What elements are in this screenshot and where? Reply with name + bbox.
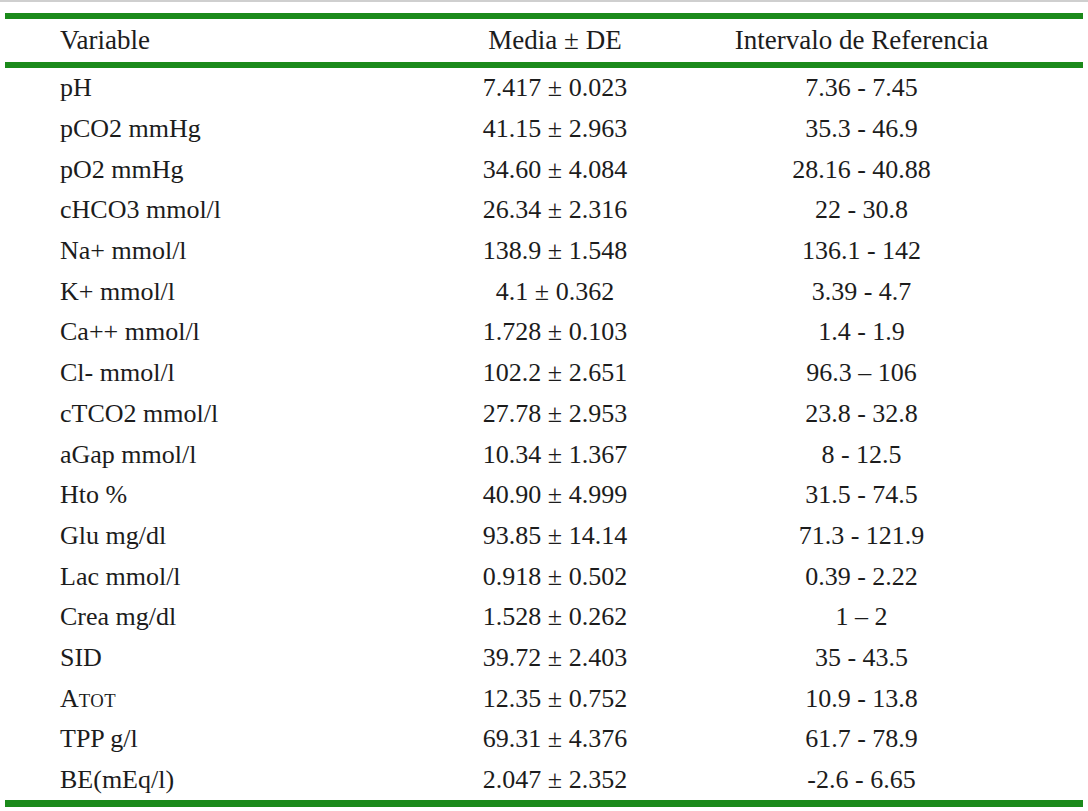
cell-variable: Na+ mmol/l bbox=[5, 236, 440, 266]
cell-variable: Cl- mmol/l bbox=[5, 358, 440, 388]
cell-intervalo-referencia: 1 – 2 bbox=[670, 602, 1083, 632]
cell-variable: Lac mmol/l bbox=[5, 562, 440, 592]
table-body: pH7.417 ± 0.0237.36 - 7.45pCO2 mmHg41.15… bbox=[5, 68, 1083, 800]
table-row: Glu mg/dl93.85 ± 14.1471.3 - 121.9 bbox=[5, 516, 1083, 557]
cell-media-de: 12.35 ± 0.752 bbox=[440, 684, 670, 714]
cell-intervalo-referencia: 35.3 - 46.9 bbox=[670, 114, 1083, 144]
cell-intervalo-referencia: 35 - 43.5 bbox=[670, 643, 1083, 673]
table-row: ATOT12.35 ± 0.75210.9 - 13.8 bbox=[5, 678, 1083, 719]
table-row: Ca++ mmol/l1.728 ± 0.1031.4 - 1.9 bbox=[5, 312, 1083, 353]
table-row: SID39.72 ± 2.40335 - 43.5 bbox=[5, 638, 1083, 679]
cell-variable: BE(mEq/l) bbox=[5, 765, 440, 795]
table-row: K+ mmol/l4.1 ± 0.3623.39 - 4.7 bbox=[5, 271, 1083, 312]
cell-variable: cHCO3 mmol/l bbox=[5, 195, 440, 225]
cell-intervalo-referencia: -2.6 - 6.65 bbox=[670, 765, 1083, 795]
cell-intervalo-referencia: 1.4 - 1.9 bbox=[670, 317, 1083, 347]
cell-intervalo-referencia: 22 - 30.8 bbox=[670, 195, 1083, 225]
table-row: Cl- mmol/l102.2 ± 2.65196.3 – 106 bbox=[5, 353, 1083, 394]
cell-intervalo-referencia: 31.5 - 74.5 bbox=[670, 480, 1083, 510]
cell-media-de: 93.85 ± 14.14 bbox=[440, 521, 670, 551]
scanned-table-page: Variable Media ± DE Intervalo de Referen… bbox=[0, 0, 1088, 811]
cell-media-de: 69.31 ± 4.376 bbox=[440, 724, 670, 754]
cell-media-de: 26.34 ± 2.316 bbox=[440, 195, 670, 225]
cell-media-de: 4.1 ± 0.362 bbox=[440, 277, 670, 307]
cell-media-de: 0.918 ± 0.502 bbox=[440, 562, 670, 592]
table-row: pCO2 mmHg41.15 ± 2.96335.3 - 46.9 bbox=[5, 109, 1083, 150]
cell-media-de: 41.15 ± 2.963 bbox=[440, 114, 670, 144]
cell-variable: pCO2 mmHg bbox=[5, 114, 440, 144]
cell-variable: TPP g/l bbox=[5, 724, 440, 754]
table-row: Na+ mmol/l138.9 ± 1.548136.1 - 142 bbox=[5, 231, 1083, 272]
cell-intervalo-referencia: 8 - 12.5 bbox=[670, 440, 1083, 470]
cell-variable: aGap mmol/l bbox=[5, 440, 440, 470]
cell-variable: pH bbox=[5, 73, 440, 103]
cell-intervalo-referencia: 0.39 - 2.22 bbox=[670, 562, 1083, 592]
cell-variable: ATOT bbox=[5, 684, 440, 714]
table-row: pO2 mmHg34.60 ± 4.08428.16 - 40.88 bbox=[5, 149, 1083, 190]
cell-media-de: 27.78 ± 2.953 bbox=[440, 399, 670, 429]
column-header-intervalo-referencia: Intervalo de Referencia bbox=[670, 25, 1083, 56]
table-row: Lac mmol/l0.918 ± 0.5020.39 - 2.22 bbox=[5, 556, 1083, 597]
cell-intervalo-referencia: 136.1 - 142 bbox=[670, 236, 1083, 266]
page-top-edge-line bbox=[0, 0, 1088, 2]
reference-values-table: Variable Media ± DE Intervalo de Referen… bbox=[5, 13, 1083, 807]
cell-media-de: 102.2 ± 2.651 bbox=[440, 358, 670, 388]
cell-variable: cTCO2 mmol/l bbox=[5, 399, 440, 429]
cell-intervalo-referencia: 3.39 - 4.7 bbox=[670, 277, 1083, 307]
cell-media-de: 1.528 ± 0.262 bbox=[440, 602, 670, 632]
cell-media-de: 7.417 ± 0.023 bbox=[440, 73, 670, 103]
cell-media-de: 39.72 ± 2.403 bbox=[440, 643, 670, 673]
cell-media-de: 10.34 ± 1.367 bbox=[440, 440, 670, 470]
column-header-media-de: Media ± DE bbox=[440, 25, 670, 56]
table-row: aGap mmol/l10.34 ± 1.3678 - 12.5 bbox=[5, 434, 1083, 475]
table-row: pH7.417 ± 0.0237.36 - 7.45 bbox=[5, 68, 1083, 109]
cell-intervalo-referencia: 23.8 - 32.8 bbox=[670, 399, 1083, 429]
table-row: TPP g/l69.31 ± 4.37661.7 - 78.9 bbox=[5, 719, 1083, 760]
cell-intervalo-referencia: 10.9 - 13.8 bbox=[670, 684, 1083, 714]
table-header-row: Variable Media ± DE Intervalo de Referen… bbox=[5, 19, 1083, 62]
cell-variable: SID bbox=[5, 643, 440, 673]
table-bottom-rule bbox=[5, 800, 1083, 807]
column-header-variable: Variable bbox=[5, 25, 440, 56]
cell-media-de: 40.90 ± 4.999 bbox=[440, 480, 670, 510]
cell-variable: Hto % bbox=[5, 480, 440, 510]
cell-media-de: 1.728 ± 0.103 bbox=[440, 317, 670, 347]
table-row: cHCO3 mmol/l26.34 ± 2.31622 - 30.8 bbox=[5, 190, 1083, 231]
table-row: Hto %40.90 ± 4.99931.5 - 74.5 bbox=[5, 475, 1083, 516]
cell-variable: Glu mg/dl bbox=[5, 521, 440, 551]
cell-media-de: 34.60 ± 4.084 bbox=[440, 155, 670, 185]
cell-intervalo-referencia: 61.7 - 78.9 bbox=[670, 724, 1083, 754]
cell-intervalo-referencia: 28.16 - 40.88 bbox=[670, 155, 1083, 185]
cell-media-de: 2.047 ± 2.352 bbox=[440, 765, 670, 795]
table-row: Crea mg/dl1.528 ± 0.2621 – 2 bbox=[5, 597, 1083, 638]
cell-variable: Crea mg/dl bbox=[5, 602, 440, 632]
cell-intervalo-referencia: 96.3 – 106 bbox=[670, 358, 1083, 388]
cell-variable: Ca++ mmol/l bbox=[5, 317, 440, 347]
cell-intervalo-referencia: 7.36 - 7.45 bbox=[670, 73, 1083, 103]
table-row: cTCO2 mmol/l27.78 ± 2.95323.8 - 32.8 bbox=[5, 394, 1083, 435]
cell-variable: K+ mmol/l bbox=[5, 277, 440, 307]
table-row: BE(mEq/l)2.047 ± 2.352-2.6 - 6.65 bbox=[5, 760, 1083, 801]
cell-variable-smallcaps-suffix: TOT bbox=[79, 690, 117, 711]
cell-intervalo-referencia: 71.3 - 121.9 bbox=[670, 521, 1083, 551]
cell-media-de: 138.9 ± 1.548 bbox=[440, 236, 670, 266]
cell-variable: pO2 mmHg bbox=[5, 155, 440, 185]
